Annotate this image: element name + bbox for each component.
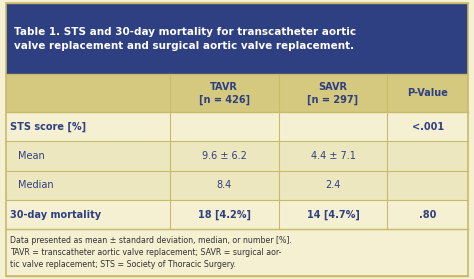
Text: 2.4: 2.4 <box>325 181 341 190</box>
Text: STS score [%]: STS score [%] <box>10 122 87 132</box>
Text: 9.6 ± 6.2: 9.6 ± 6.2 <box>202 151 246 161</box>
Text: Mean: Mean <box>18 151 44 161</box>
Bar <box>6 74 468 112</box>
Text: TAVR
[n = 426]: TAVR [n = 426] <box>199 82 250 105</box>
Bar <box>6 200 468 229</box>
Text: 14 [4.7%]: 14 [4.7%] <box>307 210 359 220</box>
Text: P-Value: P-Value <box>407 88 448 98</box>
Text: SAVR
[n = 297]: SAVR [n = 297] <box>308 82 358 105</box>
Text: Data presented as mean ± standard deviation, median, or number [%].
TAVR = trans: Data presented as mean ± standard deviat… <box>10 236 292 269</box>
Bar <box>6 112 468 141</box>
Text: 18 [4.2%]: 18 [4.2%] <box>198 210 251 220</box>
Text: 8.4: 8.4 <box>217 181 232 190</box>
Bar <box>6 171 468 200</box>
Text: 30-day mortality: 30-day mortality <box>10 210 101 220</box>
Text: <.001: <.001 <box>412 122 444 132</box>
Text: 4.4 ± 7.1: 4.4 ± 7.1 <box>310 151 356 161</box>
Bar <box>6 229 468 276</box>
Text: .80: .80 <box>419 210 437 220</box>
Text: Table 1. STS and 30-day mortality for transcatheter aortic
valve replacement and: Table 1. STS and 30-day mortality for tr… <box>14 27 356 50</box>
Bar <box>6 141 468 171</box>
Bar <box>6 3 468 74</box>
Text: Median: Median <box>18 181 53 190</box>
